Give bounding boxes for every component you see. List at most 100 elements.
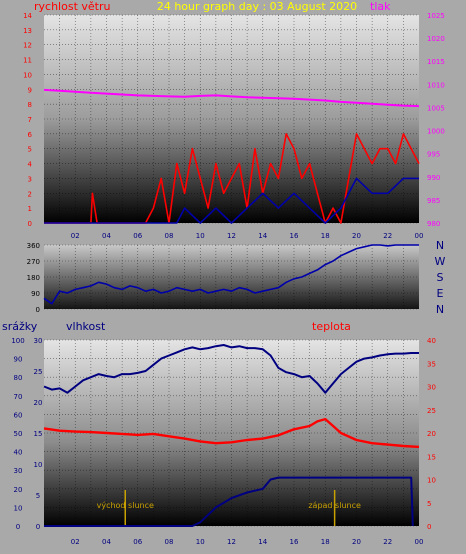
x-tick-label: 22 (383, 232, 392, 240)
pressure-y-tick-label: 995 (427, 151, 440, 159)
temperature-y-tick-label: 35 (427, 360, 436, 368)
rain-y-tick-label: 90 (14, 356, 23, 364)
x-tick-label: 02 (71, 232, 80, 240)
direction-y-tick-label: 0 (36, 306, 40, 314)
humidity-y-tick-label: 25 (34, 368, 43, 376)
wind-pressure-panel: 24 hour graph day : 03 August 2020 rychl… (23, 0, 445, 240)
rain-y-tick-label: 30 (14, 467, 23, 475)
humidity-y-tick-label: 10 (34, 461, 43, 469)
x-tick-label: 06 (133, 232, 142, 240)
wind-y-tick-label: 5 (28, 146, 32, 154)
wind-y-tick-label: 10 (23, 71, 32, 79)
compass-label: E (437, 287, 444, 300)
x-tick-label: 04 (102, 538, 111, 546)
temperature-y-tick-label: 15 (427, 453, 436, 461)
x-tick-label: 20 (352, 232, 361, 240)
x-tick-label: 10 (196, 538, 205, 546)
wind-series (43, 88, 420, 224)
wind-y-tick-label: 7 (28, 116, 32, 124)
pressure-y-tick-label: 1020 (427, 35, 445, 43)
pressure-y-tick-label: 1025 (427, 12, 445, 20)
pressure-y-tick-label: 1015 (427, 58, 445, 66)
direction-grid (44, 244, 419, 310)
rain-y-tick-label: 70 (14, 393, 23, 401)
wind-y-tick-label: 13 (23, 27, 32, 35)
humidity-label: vlhkost (66, 320, 106, 333)
pressure-y-tick-label: 1010 (427, 81, 445, 89)
sunset-label: západ slunce (308, 501, 361, 510)
x-tick-label: 08 (165, 232, 174, 240)
rain-y-tick-label: 60 (14, 411, 23, 419)
pressure-y-tick-label: 1000 (427, 128, 445, 136)
rain-y-tick-label: 0 (16, 523, 20, 531)
rain-y-tick-label: 20 (14, 486, 23, 494)
temperature-y-axis: 0 5 10 15 20 25 30 35 40 (427, 337, 436, 531)
pressure-y-tick-label: 990 (427, 174, 440, 182)
compass-label: W (435, 255, 446, 268)
x-tick-label: 02 (71, 538, 80, 546)
humidity-y-tick-label: 5 (36, 492, 40, 500)
compass-label: S (437, 271, 444, 284)
humidity-y-tick-label: 20 (34, 399, 43, 407)
sun-markers: východ slunce západ slunce (97, 490, 361, 526)
wind-y-tick-label: 1 (28, 205, 32, 213)
rain-line (44, 476, 414, 527)
temperature-y-tick-label: 5 (427, 500, 431, 508)
wind-y-tick-label: 8 (28, 101, 32, 109)
x-tick-label: 18 (321, 232, 330, 240)
rain-humidity-temp-panel: srážky vlhkost teplota 01020304050607080… (2, 320, 436, 546)
temperature-y-tick-label: 25 (427, 407, 436, 415)
x-tick-label: 04 (102, 232, 111, 240)
rain-y-tick-label: 100 (11, 337, 24, 345)
rain-y-tick-label: 40 (14, 449, 23, 457)
rain-y-tick-label: 10 (14, 504, 23, 512)
wind-x-axis: 02 04 06 08 10 12 14 16 18 20 22 00 (71, 232, 424, 240)
temperature-y-tick-label: 20 (427, 430, 436, 438)
x-tick-label: 12 (227, 232, 236, 240)
pressure-y-axis: 980 985 990 995 1000 1005 1010 1015 1020 1025 (427, 12, 445, 228)
x-tick-label: 14 (258, 232, 267, 240)
compass-label: N (436, 239, 444, 252)
climate-series (43, 344, 420, 527)
wind-y-tick-label: 14 (23, 12, 32, 20)
pressure-y-tick-label: 985 (427, 197, 440, 205)
direction-line (43, 244, 419, 305)
chart-title: 24 hour graph day : 03 August 2020 (157, 0, 357, 13)
direction-series (43, 244, 419, 305)
pressure-line (43, 88, 420, 108)
temperature-y-tick-label: 10 (427, 477, 436, 485)
sunrise-label: východ slunce (97, 501, 154, 510)
temperature-y-tick-label: 30 (427, 384, 436, 392)
rain-y-axis: 0 10 20 30 40 50 60 70 80 90 100 (11, 337, 24, 531)
rain-y-tick-label: 50 (14, 430, 23, 438)
direction-y-tick-label: 90 (31, 290, 40, 298)
x-tick-label: 22 (383, 538, 392, 546)
pressure-y-tick-label: 980 (427, 220, 440, 228)
humidity-line (43, 344, 419, 394)
x-tick-label: 00 (415, 538, 424, 546)
x-tick-label: 00 (415, 232, 424, 240)
x-tick-label: 16 (290, 232, 299, 240)
x-tick-label: 06 (133, 538, 142, 546)
compass-label: N (436, 303, 444, 316)
x-tick-label: 18 (321, 538, 330, 546)
temperature-label: teplota (312, 320, 351, 333)
x-tick-label: 12 (227, 538, 236, 546)
direction-y-axis: 0 90 180 270 360 (27, 242, 40, 314)
pressure-label: tlak (370, 0, 391, 13)
wind-y-tick-label: 3 (28, 175, 32, 183)
temperature-line (43, 417, 420, 449)
wind-y-tick-label: 11 (23, 57, 32, 65)
x-tick-label: 16 (290, 538, 299, 546)
humidity-y-tick-label: 30 (34, 337, 43, 345)
direction-y-tick-label: 180 (27, 274, 40, 282)
humidity-y-tick-label: 15 (34, 430, 43, 438)
rain-label: srážky (2, 320, 38, 333)
temperature-y-tick-label: 0 (427, 523, 431, 531)
wind-y-tick-label: 12 (23, 42, 32, 50)
wind-y-tick-label: 2 (28, 190, 32, 198)
wind-speed-label: rychlost větru (34, 0, 110, 13)
